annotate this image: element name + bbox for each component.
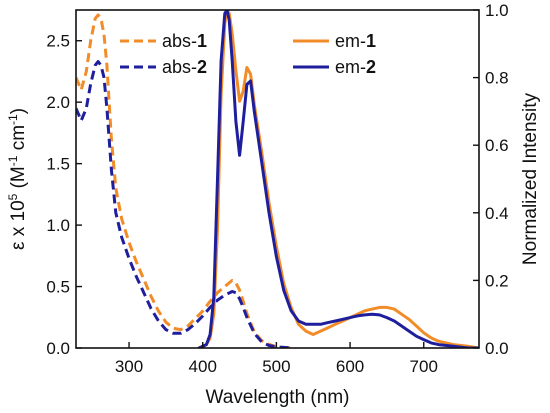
y-left-tick-label: 0.0 (46, 339, 70, 358)
legend-label: em-1 (335, 31, 376, 51)
x-tick-label: 400 (189, 357, 217, 376)
legend-label-num: 2 (366, 57, 376, 77)
series-line-abs-2 (76, 60, 292, 348)
legend-label: abs-2 (162, 57, 207, 77)
y-left-tick-label: 1.5 (46, 155, 70, 174)
y-right-tick-label: 0.0 (485, 339, 509, 358)
legend-label: abs-1 (162, 31, 207, 51)
y-right-tick-label: 0.2 (485, 271, 509, 290)
y-left-title-exp2: -1 (6, 155, 20, 166)
y-left-title-prefix: ε x 10 (8, 200, 29, 250)
y-right-tick-label: 0.4 (485, 204, 509, 223)
y-left-tick-label: 0.5 (46, 278, 70, 297)
legend-label-num: 1 (366, 31, 376, 51)
series-line-abs-1 (76, 13, 292, 348)
legend-label-text: abs- (162, 57, 197, 77)
plot-frame (75, 9, 480, 349)
legend-label-num: 2 (197, 57, 207, 77)
y-left-title-mid2: cm (8, 125, 29, 156)
y-left-title-suffix: ) (8, 108, 29, 114)
y-left-tick-label: 2.0 (46, 93, 70, 112)
series-layer (76, 10, 479, 348)
y-right-tick-label: 0.6 (485, 136, 509, 155)
x-tick-label: 500 (262, 357, 290, 376)
legend-label: em-2 (335, 57, 376, 77)
x-axis-title: Wavelength (nm) (206, 387, 350, 408)
ticks-layer: 300 400 500 600 700 0.0 0.5 1.0 1.5 2.0 2.5 0.0 0.2 0… (46, 1, 508, 376)
x-tick-label: 700 (410, 357, 438, 376)
legend-label-text: abs- (162, 31, 197, 51)
y-left-title-exp: 5 (6, 193, 20, 200)
y-axis-left-title: ε x 105 (M-1 cm-1) (6, 108, 29, 250)
y-left-tick-label: 2.5 (46, 32, 70, 51)
legend-label-text: em- (335, 31, 366, 51)
y-left-tick-label: 1.0 (46, 216, 70, 235)
y-right-tick-label: 0.8 (485, 69, 509, 88)
legend-label-text: em- (335, 57, 366, 77)
y-left-title-exp3: -1 (6, 114, 20, 125)
y-right-tick-label: 1.0 (485, 1, 509, 20)
y-axis-right-title: Normalized Intensity (520, 92, 541, 265)
legend-label-num: 1 (197, 31, 207, 51)
x-tick-label: 300 (115, 357, 143, 376)
y-left-title-mid: (M (8, 166, 29, 193)
series-line-em-2 (197, 10, 479, 348)
x-tick-label: 600 (336, 357, 364, 376)
